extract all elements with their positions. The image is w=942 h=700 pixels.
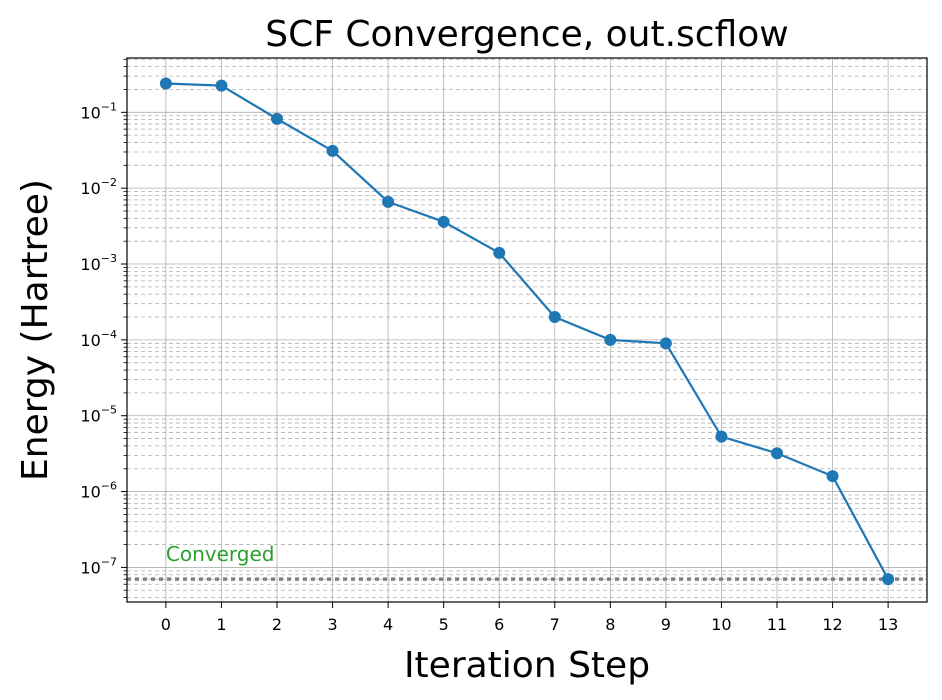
x-tick-label: 5 [439, 615, 449, 634]
series [159, 77, 895, 586]
x-axis-label: Iteration Step [404, 645, 650, 686]
x-tick-label: 4 [383, 615, 393, 634]
data-point [715, 430, 728, 443]
data-point [271, 112, 283, 125]
y-tick-label: 10−5 [80, 404, 117, 426]
x-tick-label: 7 [550, 615, 560, 634]
y-tick-label: 10−6 [80, 480, 117, 502]
y-tick-label: 10−3 [80, 252, 117, 274]
data-point [771, 447, 783, 460]
data-point [382, 195, 395, 208]
ticks: 10−110−210−310−410−510−610−70 1 2 3 4 5 6 7 8 9 10… [80, 58, 898, 634]
series-line [165, 82, 890, 580]
data-point [826, 470, 839, 483]
data-point [437, 215, 450, 228]
x-tick-label: 3 [327, 615, 337, 634]
data-point [659, 337, 672, 350]
x-tick-label: 1 [216, 615, 226, 634]
y-tick-label: 10−1 [80, 100, 117, 122]
plot-frame [126, 57, 928, 603]
y-axis-label: Energy (Hartree) [15, 179, 56, 481]
x-tick-label: 12 [822, 615, 842, 634]
data-point [604, 333, 617, 346]
x-tick-label: 13 [878, 615, 898, 634]
converged-annotation: Converged [166, 542, 275, 566]
x-tick-label: 6 [494, 615, 504, 634]
x-tick-label: 0 [161, 615, 171, 634]
y-tick-label: 10−2 [80, 176, 117, 198]
y-tick-label: 10−7 [80, 555, 117, 577]
data-point [548, 311, 561, 324]
grid [127, 58, 927, 602]
data-point [493, 246, 506, 259]
y-tick-label: 10−4 [80, 328, 117, 350]
x-tick-label: 8 [605, 615, 615, 634]
x-tick-label: 11 [767, 615, 787, 634]
x-tick-label: 2 [272, 615, 282, 634]
data-point [159, 77, 172, 90]
x-tick-label: 9 [661, 615, 671, 634]
chart-title: SCF Convergence, out.scflow [265, 14, 788, 55]
data-point [882, 573, 895, 586]
data-point [215, 79, 228, 92]
x-tick-label: 10 [711, 615, 731, 634]
data-point [326, 144, 339, 157]
